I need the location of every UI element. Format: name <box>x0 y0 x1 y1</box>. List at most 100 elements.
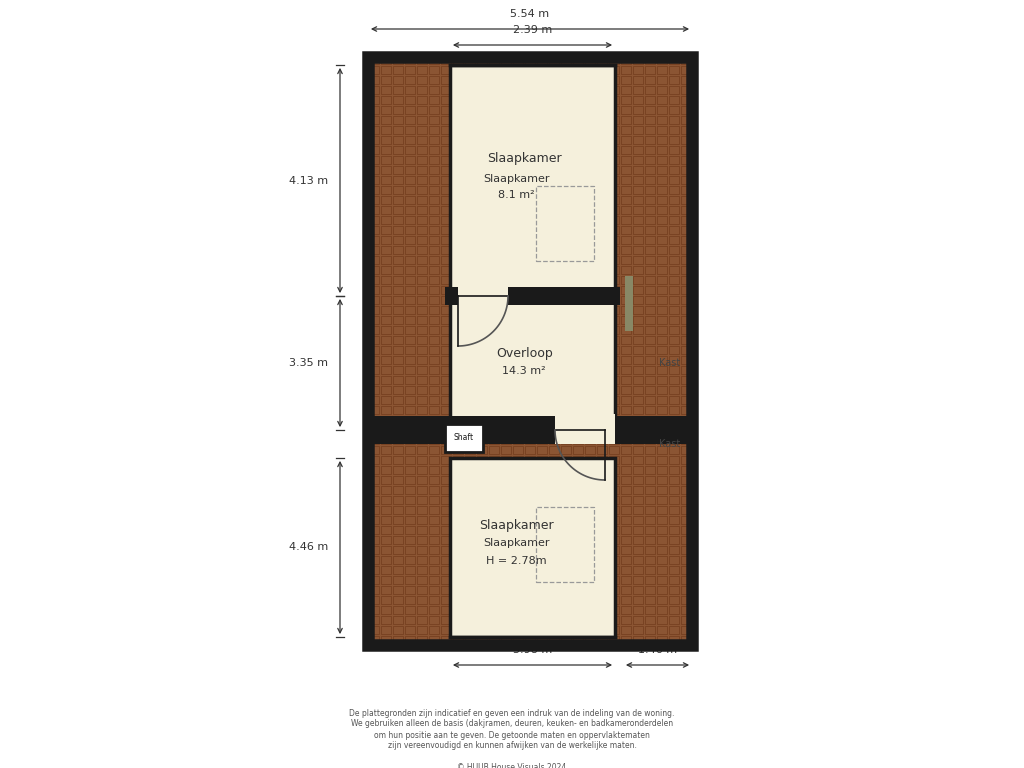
Bar <box>669 526 679 534</box>
Bar <box>381 276 391 284</box>
Bar <box>441 66 451 74</box>
Bar <box>489 476 499 484</box>
Bar <box>513 566 523 574</box>
Bar <box>561 606 571 614</box>
Bar <box>609 486 618 494</box>
Bar <box>453 56 463 64</box>
Bar <box>477 336 487 344</box>
Bar <box>657 516 667 524</box>
Bar <box>489 236 499 244</box>
Bar <box>681 186 691 194</box>
Bar <box>537 396 547 404</box>
Bar <box>429 386 439 394</box>
Bar <box>621 306 631 314</box>
Bar <box>381 616 391 624</box>
Text: 3.98 m: 3.98 m <box>513 645 552 655</box>
Bar <box>585 156 595 164</box>
Bar <box>417 246 427 254</box>
Bar <box>669 636 679 644</box>
Text: 4.46 m: 4.46 m <box>289 542 328 552</box>
Bar <box>406 616 415 624</box>
Bar <box>393 576 403 584</box>
Bar <box>477 226 487 234</box>
Bar <box>597 416 607 424</box>
Bar <box>453 436 463 444</box>
Bar <box>525 496 535 504</box>
Bar <box>645 176 655 184</box>
Bar <box>369 186 379 194</box>
Bar <box>381 356 391 364</box>
Bar <box>657 226 667 234</box>
Bar <box>429 96 439 104</box>
Bar <box>501 446 511 454</box>
Bar <box>621 526 631 534</box>
Bar <box>406 286 415 294</box>
Bar <box>429 586 439 594</box>
Bar <box>597 506 607 514</box>
Bar <box>417 616 427 624</box>
Bar <box>369 476 379 484</box>
Text: zijn vereenvoudigd en kunnen afwijken van de werkelijke maten.: zijn vereenvoudigd en kunnen afwijken va… <box>387 741 637 750</box>
Bar <box>453 406 463 414</box>
Bar <box>561 596 571 604</box>
Bar <box>453 536 463 544</box>
Text: Kast: Kast <box>658 358 680 368</box>
Bar <box>573 236 583 244</box>
Bar <box>477 296 487 304</box>
Bar <box>609 166 618 174</box>
Bar <box>669 466 679 474</box>
Bar <box>429 496 439 504</box>
Bar <box>669 426 679 434</box>
Bar <box>501 76 511 84</box>
Bar <box>645 166 655 174</box>
Bar <box>429 416 439 424</box>
Bar <box>417 636 427 644</box>
Bar <box>393 606 403 614</box>
Bar <box>429 626 439 634</box>
Bar <box>465 486 475 494</box>
Bar <box>465 186 475 194</box>
Bar <box>681 436 691 444</box>
Bar <box>453 496 463 504</box>
Bar <box>657 586 667 594</box>
Bar <box>669 146 679 154</box>
Bar <box>417 296 427 304</box>
Bar <box>441 256 451 264</box>
Bar <box>501 606 511 614</box>
Bar <box>393 586 403 594</box>
Bar <box>477 136 487 144</box>
Bar <box>537 66 547 74</box>
Bar <box>573 636 583 644</box>
Bar <box>621 426 631 434</box>
Bar <box>645 576 655 584</box>
Bar <box>609 406 618 414</box>
Bar <box>537 106 547 114</box>
Bar <box>417 386 427 394</box>
Bar <box>669 316 679 324</box>
Bar <box>669 286 679 294</box>
Bar <box>406 186 415 194</box>
Bar <box>609 236 618 244</box>
Bar <box>465 416 475 424</box>
Bar <box>537 376 547 384</box>
Bar <box>561 426 571 434</box>
Bar <box>477 126 487 134</box>
Bar <box>597 176 607 184</box>
Bar <box>381 576 391 584</box>
Bar <box>609 366 618 374</box>
Bar <box>537 216 547 224</box>
Bar <box>465 606 475 614</box>
Bar <box>369 586 379 594</box>
Bar <box>633 356 643 364</box>
Bar <box>513 286 523 294</box>
Bar <box>681 476 691 484</box>
Bar <box>406 546 415 554</box>
Bar <box>597 76 607 84</box>
Bar <box>633 256 643 264</box>
Bar <box>633 616 643 624</box>
Bar <box>381 506 391 514</box>
Bar <box>525 76 535 84</box>
Bar <box>633 156 643 164</box>
Bar <box>585 466 595 474</box>
Bar <box>573 436 583 444</box>
